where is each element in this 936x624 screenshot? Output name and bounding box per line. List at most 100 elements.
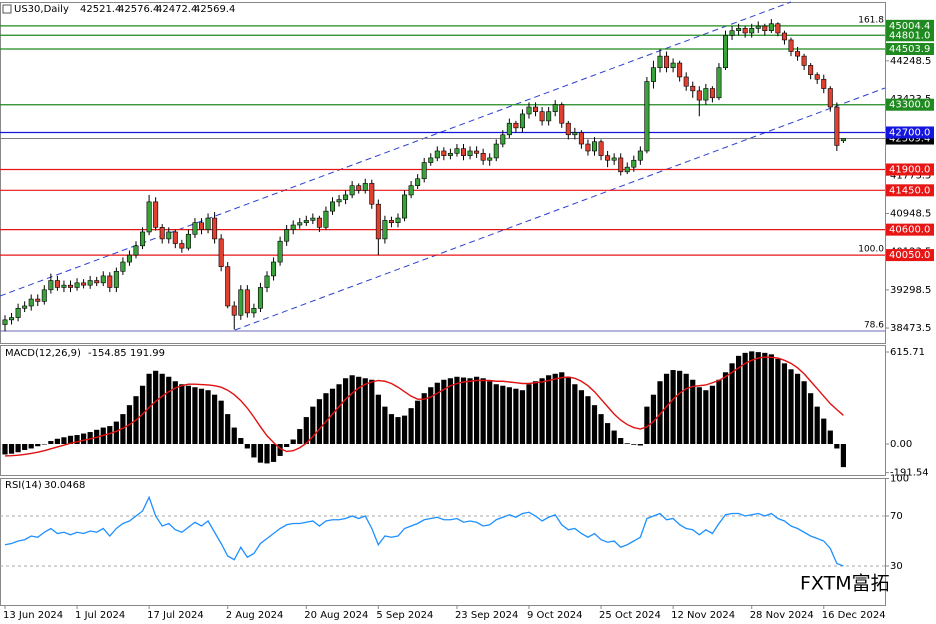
macd-bar <box>572 384 578 444</box>
macd-value: -154.85 <box>88 348 127 359</box>
candle-body <box>133 245 139 256</box>
candle-body <box>61 284 67 288</box>
candle-body <box>9 317 15 321</box>
candle-body <box>284 229 290 242</box>
macd-bar <box>2 443 8 455</box>
macd-bar <box>775 358 781 444</box>
candle-body <box>369 183 375 205</box>
macd-bar <box>238 438 244 444</box>
macd-bar <box>323 393 329 444</box>
macd-bar <box>821 418 827 444</box>
macd-bar <box>54 438 60 444</box>
candle-body <box>605 155 611 161</box>
ohlc-value: 42521.4 <box>80 4 121 15</box>
candle-body <box>591 141 597 152</box>
candle-body <box>297 222 303 226</box>
candle-body <box>500 134 506 145</box>
x-tick-label: 13 Jun 2024 <box>3 610 63 621</box>
signal-value: 191.99 <box>130 348 165 359</box>
macd-bar <box>395 417 401 444</box>
macd-bar <box>460 377 467 444</box>
price-tag <box>886 98 934 111</box>
macd-bar <box>480 378 486 444</box>
macd-bar <box>310 406 316 444</box>
macd-bar <box>467 378 473 444</box>
macd-bar <box>375 394 381 444</box>
candle-body <box>415 178 421 186</box>
macd-bar <box>218 400 224 444</box>
price-tag <box>886 29 934 42</box>
candle-body <box>271 261 277 277</box>
candle-body <box>225 266 231 307</box>
candle-body <box>179 243 185 249</box>
y-tick-label: 38473.5 <box>890 323 931 334</box>
candle-body <box>546 111 552 122</box>
macd-bar <box>113 421 119 444</box>
candle-body <box>343 194 349 200</box>
candle-body <box>28 298 34 307</box>
candle-body <box>408 185 414 196</box>
candle-body <box>146 201 152 233</box>
candle-body <box>624 166 630 173</box>
candle-body <box>356 185 362 191</box>
macd-bar <box>598 414 604 444</box>
macd-bar <box>303 417 309 444</box>
fib-label: 78.6 <box>864 320 884 330</box>
price-tag-label: 41450.0 <box>889 185 930 196</box>
macd-bar <box>794 373 801 444</box>
candle-body <box>670 62 676 69</box>
candle-body <box>375 203 381 240</box>
channel-upper <box>0 1 792 297</box>
price-tag-label: 41900.0 <box>889 164 930 175</box>
x-tick-label: 23 Sep 2024 <box>455 610 518 621</box>
candle-body <box>212 217 218 240</box>
candle-body <box>166 231 172 240</box>
macd-panel <box>0 345 886 476</box>
y-tick-label: 44248.5 <box>890 56 931 67</box>
macd-bar <box>526 384 532 444</box>
macd-bar <box>28 443 34 449</box>
candle-body <box>140 231 146 247</box>
candle-body <box>474 150 480 154</box>
candle-body <box>637 150 643 161</box>
watermark: FXTM富拓 <box>800 573 890 595</box>
price-tag <box>886 19 934 32</box>
candle-body <box>650 67 656 82</box>
candle-body <box>388 220 394 224</box>
macd-bar <box>519 390 526 444</box>
candle-body <box>441 150 447 156</box>
price-tag <box>886 43 934 56</box>
candle-body <box>120 261 126 272</box>
macd-bar <box>631 443 637 445</box>
macd-bar <box>343 378 349 444</box>
candle-body <box>316 217 322 228</box>
macd-bar <box>434 382 440 444</box>
candle-body <box>487 157 493 161</box>
macd-bar <box>349 375 355 444</box>
macd-bar <box>552 373 558 444</box>
macd-bar <box>48 441 54 444</box>
macd-bar <box>703 390 709 444</box>
candle-body <box>552 104 558 112</box>
candle-body <box>729 30 735 36</box>
candle-body <box>257 287 263 309</box>
macd-bar <box>559 372 565 444</box>
macd-bar <box>618 438 624 444</box>
macd-bar <box>185 385 191 444</box>
candle-body <box>533 106 539 112</box>
candle-body <box>192 222 198 235</box>
candle-body <box>513 122 519 129</box>
candle-body <box>2 319 8 325</box>
ohlc-value: 42569.4 <box>194 4 235 15</box>
candle-body <box>336 199 342 203</box>
x-tick-label: 28 Nov 2024 <box>750 610 814 621</box>
candle-body <box>15 307 21 318</box>
candle-body <box>611 157 617 161</box>
macd-bar <box>539 378 545 444</box>
y-tick-label: 0.00 <box>890 439 912 450</box>
candle-body <box>100 275 106 284</box>
macd-bar <box>290 439 296 444</box>
candle-body <box>677 62 683 78</box>
macd-bar <box>657 381 663 444</box>
